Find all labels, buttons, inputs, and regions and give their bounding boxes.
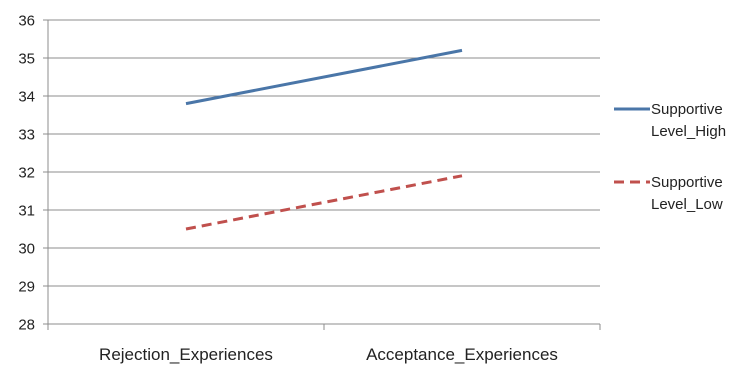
x-tick-label: Acceptance_Experiences — [366, 345, 558, 364]
legend-label: Supportive — [651, 174, 723, 191]
y-tick-label: 31 — [18, 203, 35, 220]
x-tick-label: Rejection_Experiences — [99, 345, 273, 364]
y-tick-labels: 28 29 30 31 32 33 34 35 36 — [18, 13, 35, 334]
y-tick-label: 32 — [18, 165, 35, 182]
legend-label: Level_Low — [651, 196, 723, 213]
legend: Supportive Level_High Supportive Level_Low — [614, 101, 726, 213]
y-tick-label: 36 — [18, 13, 35, 30]
y-tick-label: 33 — [18, 127, 35, 144]
series-line-high — [185, 48, 463, 106]
y-tick-label: 34 — [18, 89, 35, 106]
x-tick-labels: Rejection_Experiences Acceptance_Experien… — [99, 345, 558, 364]
series-lines — [185, 48, 463, 231]
gridlines — [48, 19, 600, 287]
series-line-low — [185, 174, 463, 231]
y-tick-label: 29 — [18, 279, 35, 296]
y-tick-label: 28 — [18, 317, 35, 334]
y-tick-label: 30 — [18, 241, 35, 258]
axes — [43, 19, 601, 330]
y-tick-label: 35 — [18, 51, 35, 68]
legend-label: Level_High — [651, 123, 726, 140]
legend-label: Supportive — [651, 101, 723, 118]
